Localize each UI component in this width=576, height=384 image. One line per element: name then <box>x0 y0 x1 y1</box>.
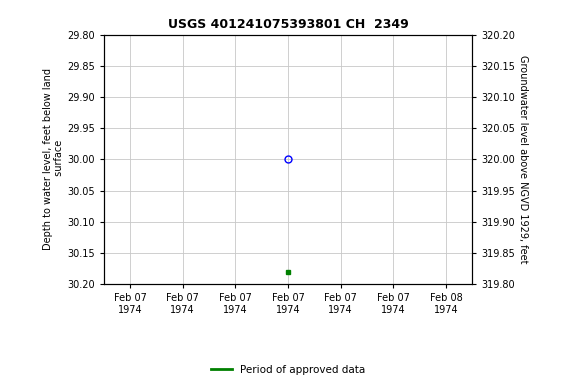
Title: USGS 401241075393801 CH  2349: USGS 401241075393801 CH 2349 <box>168 18 408 31</box>
Legend: Period of approved data: Period of approved data <box>207 361 369 379</box>
Y-axis label: Groundwater level above NGVD 1929, feet: Groundwater level above NGVD 1929, feet <box>518 55 528 263</box>
Y-axis label: Depth to water level, feet below land
 surface: Depth to water level, feet below land su… <box>43 68 64 250</box>
